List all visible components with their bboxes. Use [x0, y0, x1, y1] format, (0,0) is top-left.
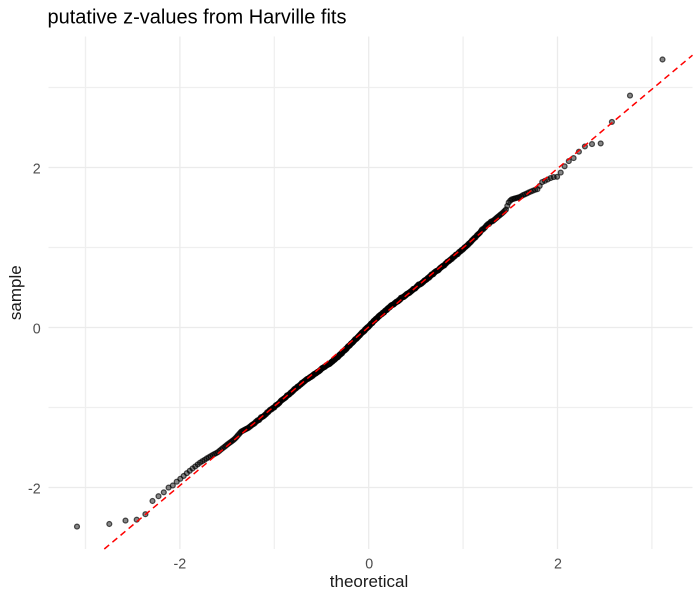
svg-text:-2: -2: [174, 556, 187, 572]
svg-text:0: 0: [365, 556, 373, 572]
svg-text:2: 2: [554, 556, 562, 572]
svg-text:theoretical: theoretical: [330, 572, 408, 591]
svg-text:putative z-values from Harvill: putative z-values from Harville fits: [48, 6, 347, 28]
svg-text:2: 2: [33, 161, 41, 177]
svg-text:sample: sample: [6, 265, 25, 320]
svg-text:-2: -2: [28, 481, 41, 497]
svg-text:0: 0: [33, 321, 41, 337]
